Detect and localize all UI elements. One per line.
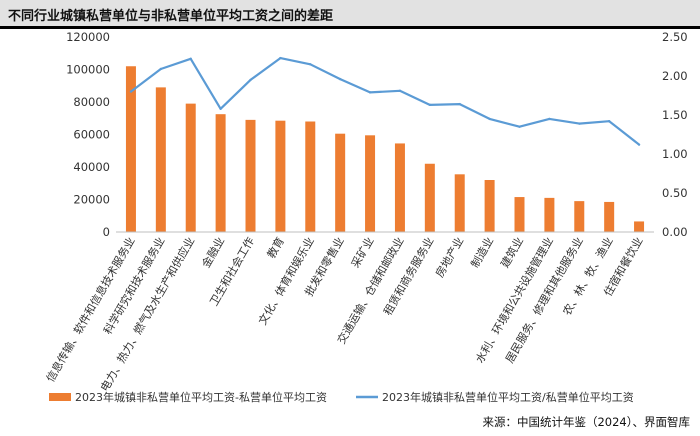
line-point [428, 103, 432, 107]
right-axis-tick-label: 2.00 [662, 69, 688, 83]
bar [544, 197, 555, 232]
line-point [488, 117, 491, 121]
line-point [309, 63, 312, 66]
line-point [189, 57, 192, 61]
bar [454, 174, 465, 232]
line-point [368, 91, 372, 94]
ratio-line [130, 56, 640, 146]
line-point [398, 89, 402, 93]
line-point [159, 67, 163, 71]
bar [634, 221, 645, 232]
bar [514, 197, 525, 232]
bar [155, 87, 166, 232]
bar [215, 114, 226, 232]
left-axis-tick-label: 100000 [66, 63, 110, 77]
bar [275, 120, 286, 232]
bar [574, 201, 585, 232]
left-axis-tick-label: 120000 [66, 30, 110, 44]
bar [365, 135, 376, 232]
bar [604, 201, 615, 232]
right-axis-tick-label: 1.00 [662, 147, 688, 161]
category-label: 金融业 [199, 235, 228, 271]
category-label: 文化、体育和娱乐业 [255, 235, 317, 328]
line-point [637, 143, 641, 146]
category-label: 房地产业 [432, 235, 466, 280]
category-label: 采矿业 [349, 235, 377, 270]
line-point [279, 56, 282, 60]
source-note: 来源：中国统计年鉴（2024）、界面智库 [482, 415, 690, 429]
legend-bar-label: 2023年城镇非私营单位平均工资-私营单位平均工资 [75, 390, 327, 404]
left-axis-tick-label: 60000 [73, 128, 110, 142]
right-axis-tick-label: 2.50 [662, 30, 688, 44]
left-axis-tick-label: 20000 [73, 193, 110, 207]
line-point [607, 120, 611, 123]
right-axis-tick-label: 1.50 [662, 108, 688, 122]
category-label: 制造业 [468, 234, 497, 270]
right-axis-tick-label: 0.00 [662, 225, 688, 239]
title-divider [0, 26, 700, 29]
bar [185, 103, 196, 232]
line-point [458, 102, 461, 106]
category-label: 建筑业 [497, 235, 526, 271]
line-point [578, 122, 581, 125]
legend-bar-swatch [49, 393, 71, 401]
line-point [548, 117, 551, 121]
chart-title: 不同行业城镇私营单位与非私营单位平均工资之间的差距 [8, 9, 334, 24]
line-point [338, 77, 342, 81]
left-axis-tick-label: 0 [103, 225, 110, 239]
legend-line-label: 2023年城镇非私营单位平均工资/私营单位平均工资 [382, 390, 634, 404]
bar [305, 121, 316, 232]
bar [484, 180, 495, 232]
bar [335, 133, 346, 232]
bar [424, 163, 435, 232]
left-axis-tick-label: 40000 [73, 160, 110, 174]
line-point [249, 78, 252, 82]
line-point [219, 107, 222, 110]
left-axis-tick-label: 80000 [73, 95, 110, 109]
right-axis-tick-label: 0.50 [662, 186, 688, 200]
bar [394, 143, 405, 232]
line-point [518, 125, 521, 128]
bar [245, 119, 256, 232]
bar [125, 66, 136, 232]
line-point [129, 90, 133, 93]
title-bar: 不同行业城镇私营单位与非私营单位平均工资之间的差距 [0, 0, 700, 26]
category-label: 教育 [264, 235, 287, 261]
